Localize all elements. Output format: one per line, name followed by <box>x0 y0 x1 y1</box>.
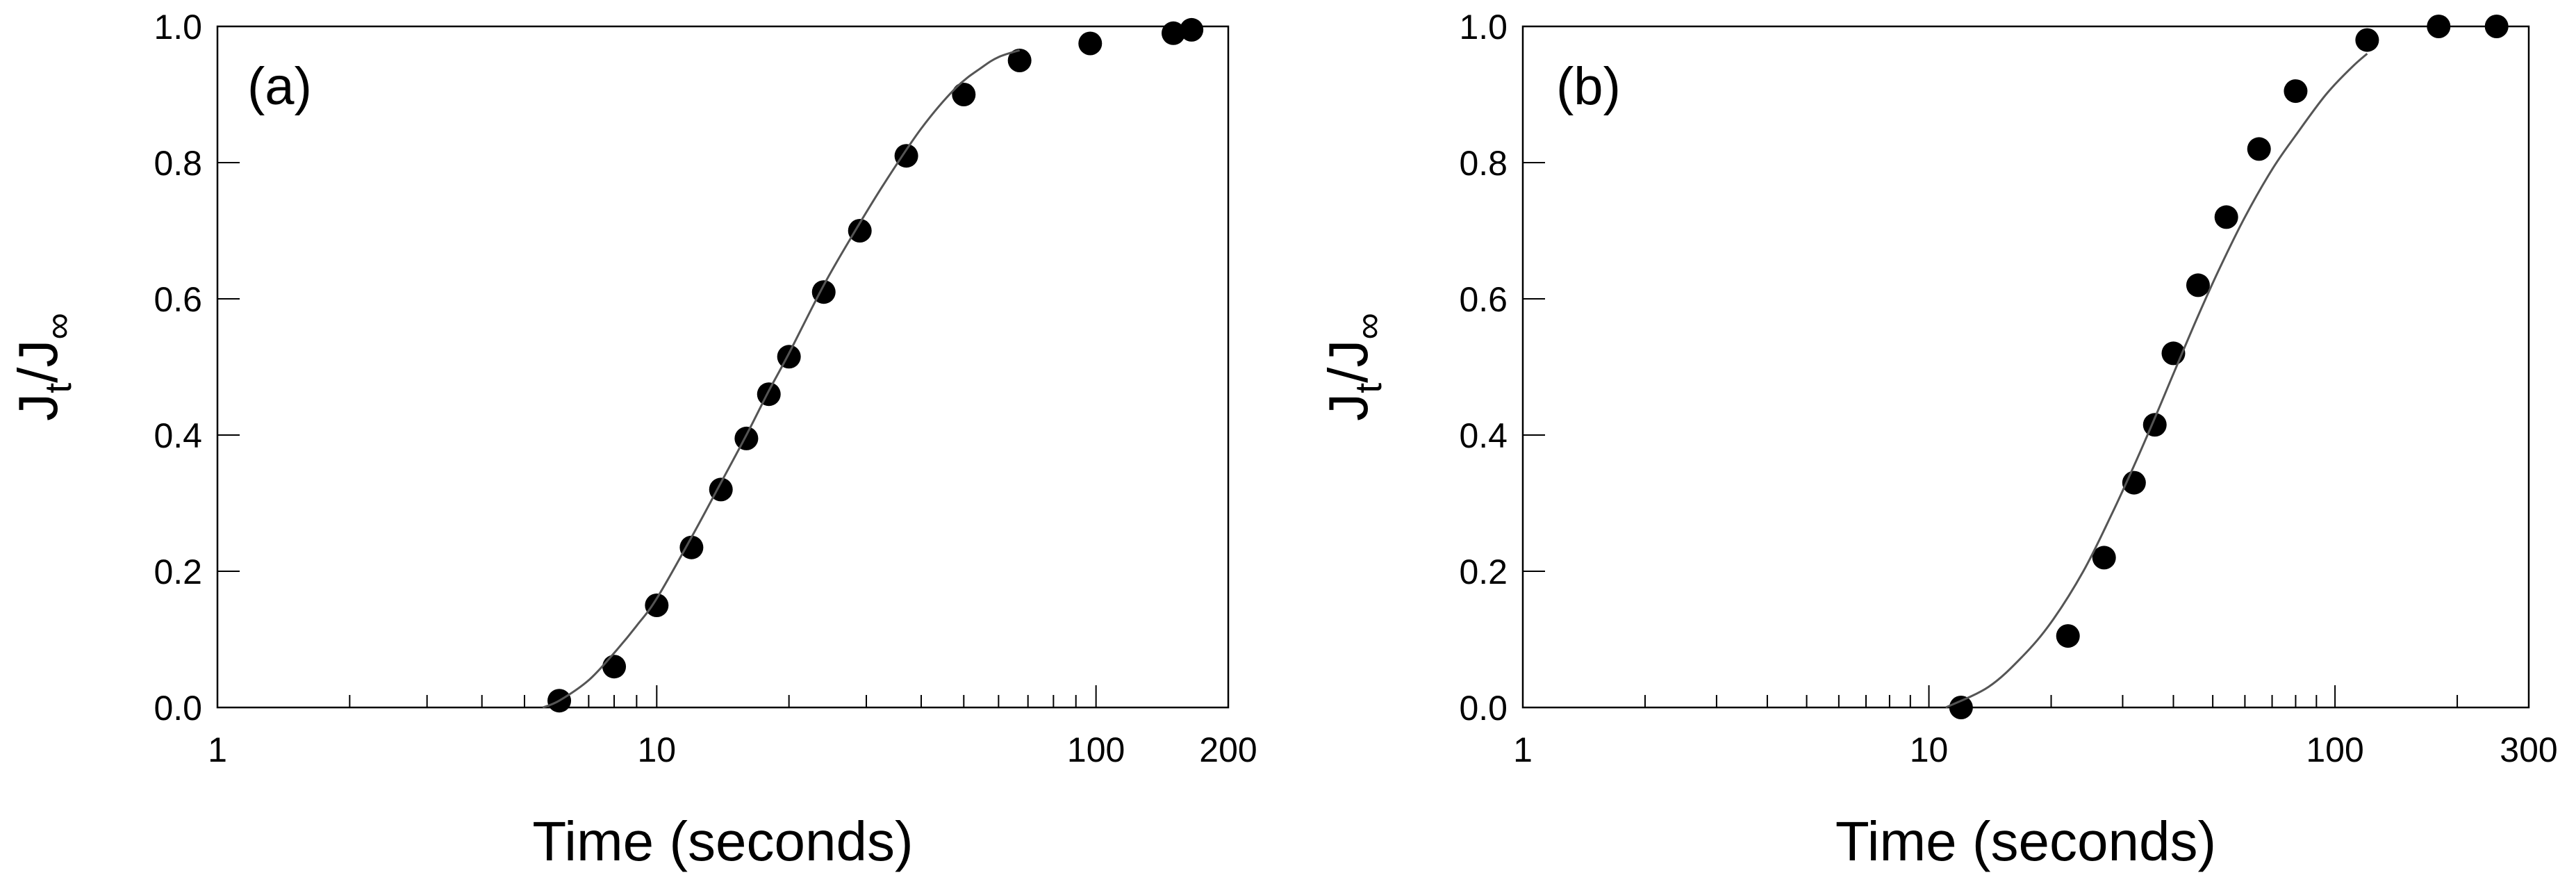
panel-b-data-point <box>2284 79 2308 104</box>
panel-b-y-tick-label: 0.2 <box>1459 552 1508 591</box>
panel-a-x-tick-label: 1 <box>208 730 227 769</box>
panel-b-y-axis-title-part: J <box>1317 393 1379 421</box>
panel-a-plot-frame <box>216 25 1230 709</box>
panel-a-data-point <box>894 144 918 168</box>
panel-b-data-point <box>2355 28 2379 52</box>
panel-b-y-tick-label: 1.0 <box>1459 8 1508 47</box>
panel-a-fit-curve <box>542 49 1021 709</box>
panel-b-x-axis-title: Time (seconds) <box>1835 810 2216 872</box>
panel-b-data-point <box>2247 137 2271 161</box>
panel-b-data-point <box>2092 546 2116 570</box>
panel-a-data-point <box>1007 49 1032 72</box>
panel-a-x-tick-label: 10 <box>638 730 677 769</box>
panel-b-data-point <box>2427 15 2451 38</box>
panel-b-y-axis-title-part: /J <box>1317 340 1379 383</box>
panel-a-data-point <box>1161 21 1185 45</box>
panel-b-y-tick-label: 0.6 <box>1459 280 1508 319</box>
panel-a-data-point <box>602 655 627 679</box>
panel-b-data-point <box>2056 624 2080 648</box>
panel-a-chart: 1 10 100 200 0.0 0.2 0.4 0.6 0.8 1.0 Time (seconds… <box>7 8 1257 872</box>
panel-b-data-point <box>2484 15 2509 38</box>
panel-b-data-point <box>2214 205 2238 229</box>
panel-a-data-point <box>777 345 801 369</box>
panel-a-y-axis-title-part: /J <box>7 340 69 383</box>
panel-a-y-axis-title-part: ∞ <box>38 313 79 340</box>
panel-a-data-point <box>848 219 872 243</box>
panel-a-panel-label: (a) <box>247 57 312 116</box>
panel-b-y-tick-label: 0.0 <box>1459 689 1508 728</box>
panel-a-y-axis-title: Jt/J∞ <box>7 313 79 421</box>
panel-b-x-tick-label: 10 <box>1910 730 1949 769</box>
panel-b-y-axis-title-part: t <box>1348 383 1389 393</box>
panel-b-chart: 1 10 100 300 0.0 0.2 0.4 0.6 0.8 1.0 Time (seconds… <box>1317 8 2558 872</box>
panel-a-y-tick-label: 0.8 <box>154 144 202 183</box>
panel-b-x-tick-label: 300 <box>2500 730 2557 769</box>
panel-b-y-tick-label: 0.4 <box>1459 416 1508 455</box>
panel-b-x-tick-label: 100 <box>2306 730 2363 769</box>
panel-a-data-point <box>952 83 976 106</box>
panel-a-y-axis-title-part: t <box>38 383 79 393</box>
panel-b-x-tick-label: 1 <box>1513 730 1533 769</box>
panel-a-data-point <box>1078 31 1103 56</box>
panel-a-data-point <box>734 426 759 450</box>
panel-a-y-tick-label: 0.0 <box>154 689 202 728</box>
panel-a-x-tick-label: 100 <box>1067 730 1125 769</box>
panel-a-data-point <box>679 535 704 559</box>
panel-a-data-point <box>645 594 669 617</box>
panel-a-x-tick-label: 200 <box>1199 730 1257 769</box>
panel-b-plot-frame <box>1521 25 2530 709</box>
panel-a-y-tick-label: 1.0 <box>154 8 202 47</box>
panel-b-panel-label: (b) <box>1556 57 1621 116</box>
panel-a-data-point <box>1180 17 1204 42</box>
panel-b-y-tick-label: 0.8 <box>1459 144 1508 183</box>
panel-a-y-axis-title-part: J <box>7 393 69 421</box>
panel-b-data-point <box>1949 696 1973 719</box>
panel-a-y-tick-label: 0.2 <box>154 552 202 591</box>
panel-b-data-point <box>2186 273 2210 297</box>
panel-b-y-axis-title-part: ∞ <box>1348 313 1389 340</box>
panel-a-x-axis-title: Time (seconds) <box>532 810 913 872</box>
panel-b-fit-curve <box>1945 53 2368 709</box>
panel-a-data-point <box>757 382 781 407</box>
panel-b-y-axis-title: Jt/J∞ <box>1317 313 1389 421</box>
panel-a-y-tick-label: 0.6 <box>154 280 202 319</box>
panel-a-y-tick-label: 0.4 <box>154 416 202 455</box>
